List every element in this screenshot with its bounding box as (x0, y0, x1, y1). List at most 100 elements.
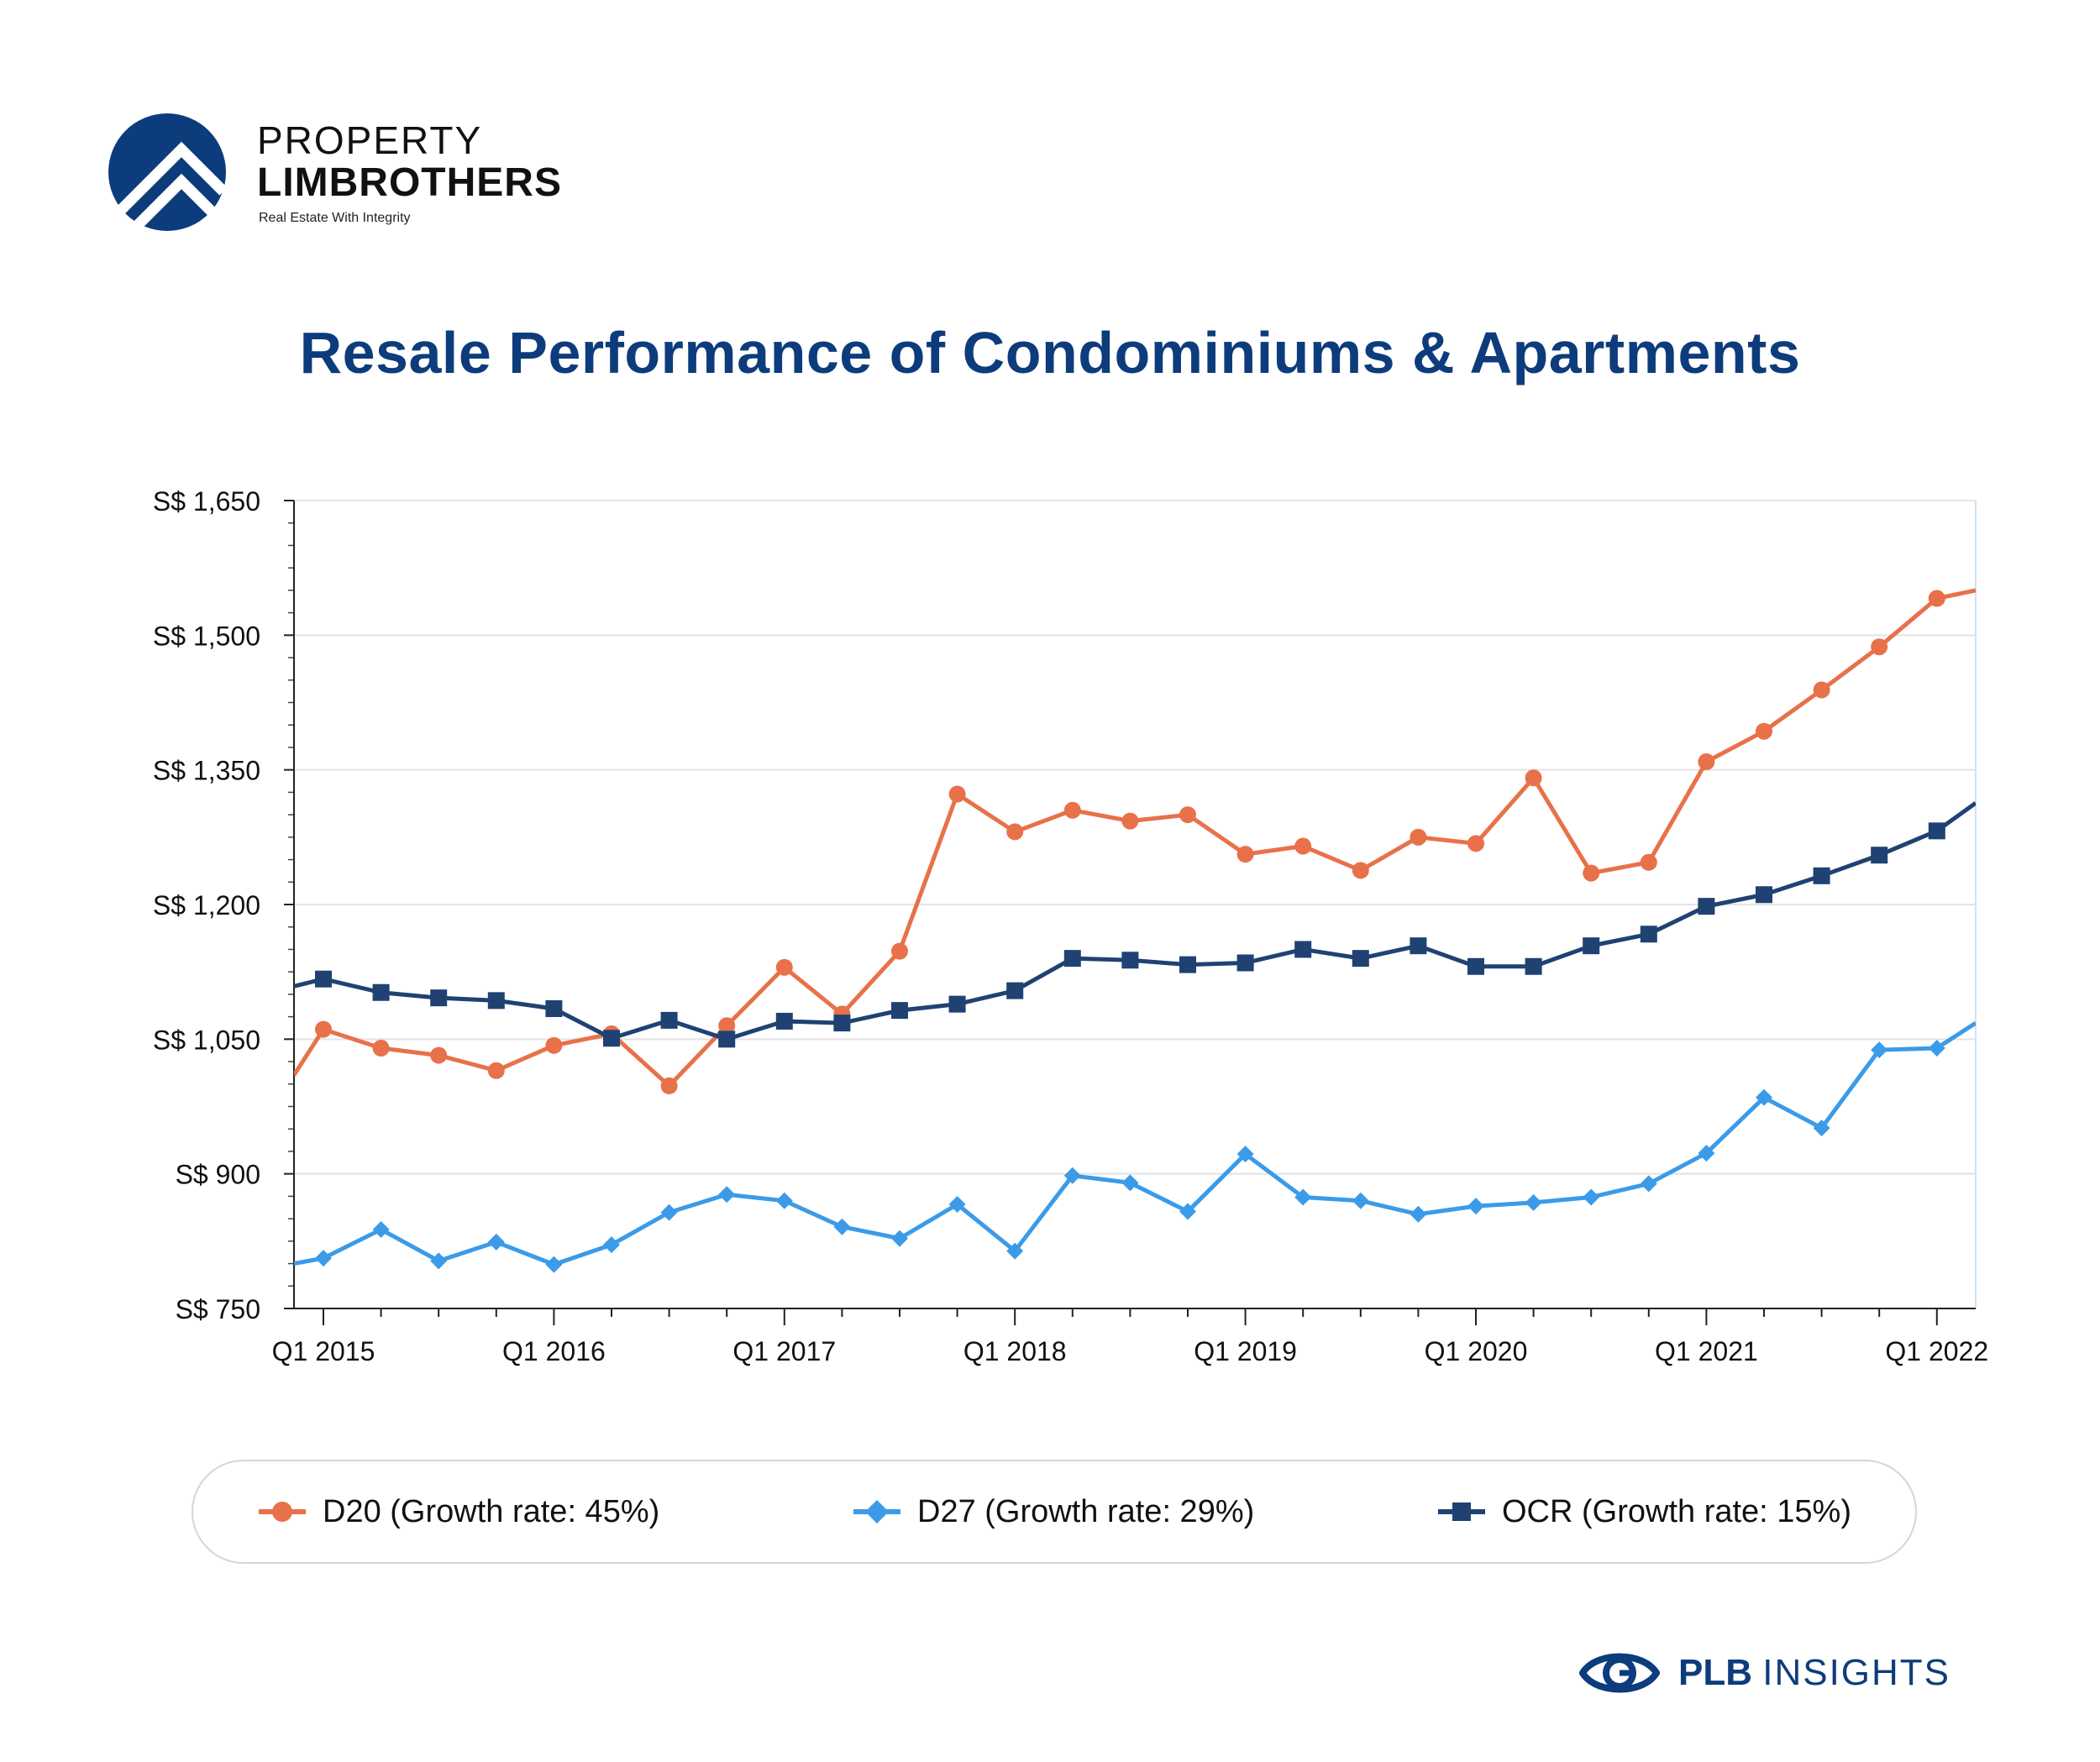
data-point-circle (1928, 590, 1945, 607)
data-point-square (1871, 847, 1888, 864)
data-point-square (545, 999, 563, 1017)
data-point-circle (1756, 722, 1772, 740)
chart-legend: D20 (Growth rate: 45%) D27 (Growth rate:… (192, 1460, 1917, 1564)
data-point-circle (1006, 823, 1024, 841)
data-point-circle (660, 1077, 678, 1094)
data-point-circle (775, 958, 793, 976)
data-point-diamond (1583, 1188, 1600, 1206)
data-point-diamond (1179, 1203, 1196, 1220)
data-point-square (948, 995, 966, 1013)
data-point-diamond (833, 1218, 851, 1235)
data-point-circle (1063, 801, 1081, 819)
data-point-diamond (660, 1204, 678, 1221)
x-tick-label: Q1 2015 (272, 1336, 375, 1366)
data-point-circle (1121, 812, 1139, 830)
chart-grid (294, 500, 1977, 1308)
data-point-circle (1352, 862, 1369, 879)
data-point-diamond (1756, 1088, 1772, 1106)
data-point-diamond (315, 1250, 332, 1267)
data-point-square (660, 1011, 678, 1029)
data-point-circle (1294, 837, 1312, 855)
data-point-square (1410, 937, 1427, 955)
data-point-diamond (487, 1233, 505, 1251)
y-tick-label: S$ 1,200 (153, 890, 260, 920)
footer-text-bold: PLB (1678, 1652, 1752, 1693)
data-point-square (1583, 937, 1600, 955)
data-point-square (718, 1030, 736, 1048)
data-point-square (1236, 954, 1254, 972)
footer-brand: PLB INSIGHTS (1579, 1639, 2016, 1707)
data-point-square (603, 1030, 620, 1047)
data-point-diamond (718, 1186, 736, 1204)
data-point-circle (891, 942, 908, 960)
brand-header: PROPERTY LIMBROTHERS Real Estate With In… (108, 113, 612, 239)
data-point-circle (1583, 864, 1600, 882)
line-chart: S$ 750 S$ 900 S$ 1,050 S$ 1,200 S$ 1,350 S$ 1… (153, 486, 1988, 1366)
data-point-diamond (1410, 1205, 1427, 1223)
x-tick-label: Q1 2021 (1655, 1336, 1758, 1366)
footer-text: PLB INSIGHTS (1678, 1652, 1950, 1694)
data-point-circle (487, 1062, 505, 1079)
legend-label-ocr: OCR (Growth rate: 15%) (1502, 1493, 1851, 1529)
x-tick-label: Q1 2018 (963, 1336, 1067, 1366)
data-point-circle (1813, 681, 1830, 699)
x-tick-label: Q1 2022 (1885, 1336, 1988, 1366)
circle-marker-icon (259, 1502, 306, 1522)
square-marker-icon (1438, 1502, 1485, 1521)
page-title: Resale Performance of Condominiums & Apa… (299, 320, 1801, 385)
data-point-diamond (891, 1230, 908, 1247)
data-point-square (372, 983, 390, 1001)
data-point-square (833, 1015, 851, 1032)
y-tick-label: S$ 900 (176, 1160, 260, 1190)
data-point-diamond (372, 1220, 390, 1238)
eye-icon (1579, 1653, 1660, 1693)
brand-name-line2: LIMBROTHERS (257, 160, 562, 205)
data-point-square (1756, 886, 1772, 904)
y-tick-label: S$ 1,500 (153, 621, 260, 651)
footer-text-rest: INSIGHTS (1762, 1652, 1951, 1693)
chart-tick-labels: S$ 750 S$ 900 S$ 1,050 S$ 1,200 S$ 1,350 S$ 1… (153, 486, 1988, 1366)
data-point-circle (430, 1046, 448, 1064)
data-point-square (487, 992, 505, 1009)
data-point-diamond (1525, 1193, 1542, 1211)
data-point-diamond (1467, 1198, 1484, 1215)
data-point-circle (1698, 753, 1715, 771)
data-point-diamond (1871, 1041, 1888, 1059)
legend-item-ocr: OCR (Growth rate: 15%) (1436, 1461, 1851, 1562)
data-point-square (775, 1012, 793, 1030)
y-tick-label: S$ 1,350 (153, 756, 260, 786)
diamond-marker-icon (853, 1500, 900, 1523)
data-point-diamond (603, 1236, 620, 1254)
data-point-diamond (1236, 1146, 1254, 1163)
brand-tagline: Real Estate With Integrity (259, 211, 411, 225)
data-point-circle (315, 1020, 332, 1038)
data-point-diamond (1006, 1242, 1024, 1260)
data-point-diamond (1928, 1040, 1945, 1057)
data-point-circle (1525, 769, 1542, 787)
data-point-circle (948, 785, 966, 803)
data-point-square (1352, 950, 1369, 968)
data-point-square (891, 1002, 908, 1020)
legend-item-d20: D20 (Growth rate: 45%) (257, 1461, 659, 1562)
data-point-square (1006, 982, 1024, 999)
data-point-square (1698, 898, 1715, 915)
data-point-square (1640, 926, 1657, 943)
x-tick-label: Q1 2016 (502, 1336, 606, 1366)
data-point-square (1813, 867, 1830, 884)
data-point-square (430, 989, 448, 1007)
y-tick-label: S$ 1,650 (153, 486, 260, 517)
data-point-square (1121, 952, 1139, 969)
data-point-diamond (545, 1256, 563, 1273)
data-point-circle (1236, 846, 1254, 863)
data-point-square (1928, 822, 1945, 840)
data-point-circle (1179, 806, 1196, 824)
x-tick-label: Q1 2017 (732, 1336, 836, 1366)
data-point-diamond (948, 1196, 966, 1214)
x-tick-label: Q1 2020 (1425, 1336, 1528, 1366)
data-point-diamond (1640, 1175, 1657, 1193)
data-point-square (1294, 941, 1312, 958)
chart-axes (284, 500, 1976, 1325)
data-point-circle (372, 1040, 390, 1057)
data-point-circle (1640, 853, 1657, 871)
data-point-square (1179, 956, 1196, 973)
